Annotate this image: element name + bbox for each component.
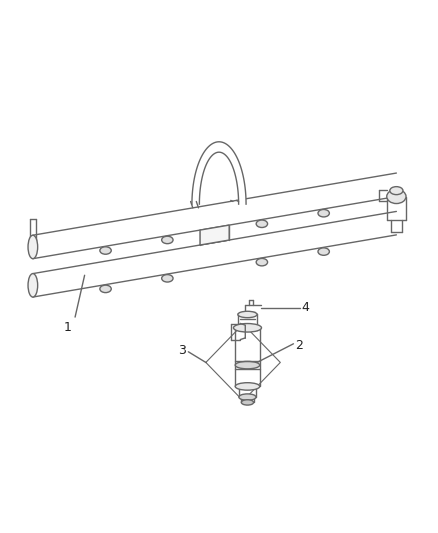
Ellipse shape [238, 311, 257, 318]
Ellipse shape [256, 259, 268, 266]
Polygon shape [200, 225, 229, 245]
Ellipse shape [162, 274, 173, 282]
Ellipse shape [241, 400, 254, 405]
Ellipse shape [256, 220, 268, 228]
Text: 4: 4 [302, 301, 310, 314]
Ellipse shape [28, 235, 38, 259]
Ellipse shape [233, 324, 261, 332]
Ellipse shape [390, 187, 403, 195]
Ellipse shape [100, 247, 111, 254]
Ellipse shape [29, 240, 36, 247]
Ellipse shape [100, 285, 111, 293]
Polygon shape [33, 212, 396, 297]
Text: 3: 3 [178, 344, 186, 357]
Polygon shape [33, 173, 396, 259]
Ellipse shape [318, 209, 329, 217]
Text: 2: 2 [295, 339, 303, 352]
Polygon shape [192, 142, 246, 204]
Ellipse shape [235, 383, 260, 390]
Ellipse shape [318, 248, 329, 255]
Ellipse shape [28, 273, 38, 297]
Ellipse shape [239, 394, 256, 400]
Ellipse shape [387, 189, 406, 204]
Ellipse shape [235, 361, 260, 369]
Ellipse shape [162, 236, 173, 244]
Text: 1: 1 [64, 321, 72, 334]
